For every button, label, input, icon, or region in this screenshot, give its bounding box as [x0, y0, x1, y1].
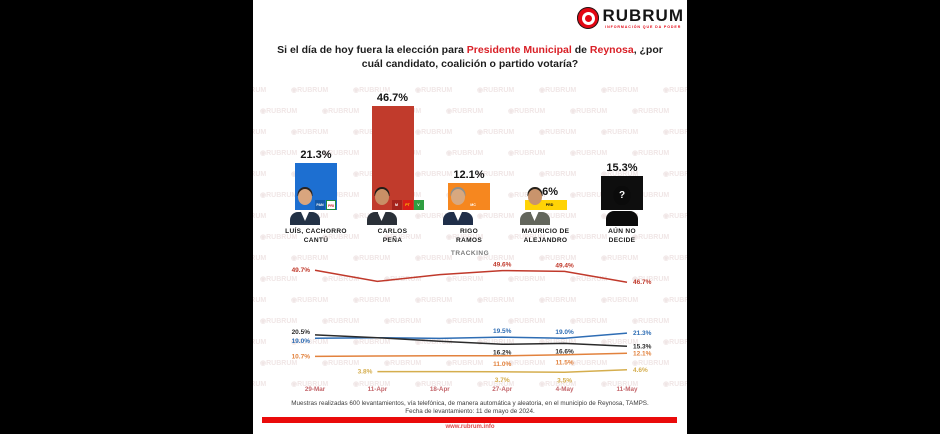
photo-shirt — [301, 212, 309, 221]
photo-face — [298, 189, 312, 205]
bar-chart: 21.3% PAN PRI LUÍS, CACHORRO CANTÚ 46.7% M PT V C… — [253, 0, 687, 434]
candidate-name-line: LUÍS, CACHORRO — [285, 228, 347, 235]
bar-value-label: 12.1% — [453, 169, 485, 182]
candidate-name-label: CARLOS PEÑA — [354, 228, 432, 245]
question-part: Si el día de hoy fuera la elección para — [277, 44, 467, 56]
candidate-name-line: CARLOS — [377, 228, 408, 235]
rubrum-target-icon — [577, 7, 600, 29]
bar-value-label: 21.3% — [300, 148, 332, 161]
party-logo-mc: MC — [468, 200, 478, 210]
silhouette-head: ? — [613, 186, 631, 205]
party-logo-pri: PRI — [326, 200, 336, 210]
silhouette-body — [606, 211, 638, 226]
methodology-note: Muestras realizadas 600 levantamientos, … — [291, 400, 649, 407]
bar-value-label: 46.7% — [376, 91, 409, 104]
photo-suit — [290, 212, 320, 225]
photo-face — [374, 189, 389, 205]
party-logo-pvem: V — [413, 200, 424, 210]
candidate-name-label: MAURICIO DE ALEJANDRO — [507, 228, 585, 245]
candidate-photo — [519, 187, 551, 225]
party-logo-pan: PAN — [315, 200, 325, 210]
candidate-name-line: RIGO — [459, 228, 479, 235]
candidate-photo: ? — [604, 184, 640, 226]
photo-suit — [366, 212, 397, 225]
candidate-name-line: DECIDE — [608, 236, 636, 244]
photo-shirt — [530, 212, 539, 221]
candidate-photo — [442, 187, 474, 225]
question-mark: ? — [618, 190, 626, 201]
photo-suit — [519, 212, 550, 225]
candidate-name-line: AÚN NO — [608, 228, 636, 235]
photo-face — [527, 189, 542, 205]
tracking-label: TRACKING — [450, 250, 490, 257]
rubrum-logo: RUBRUM INFORMACIÓN QUE DA PODER — [577, 7, 684, 29]
candidate-name-label: RIGO RAMOS — [430, 228, 508, 245]
photo-suit — [443, 212, 473, 225]
candidate-name-line: ALEJANDRO — [523, 236, 568, 244]
question-part: Presidente Municipal — [466, 44, 572, 56]
candidate-name-line: CANTÚ — [303, 236, 329, 244]
photo-face — [451, 189, 465, 205]
party-logo-pt: PT — [402, 200, 413, 210]
survey-date-note: Fecha de levantamiento: 11 de mayo de 20… — [405, 408, 535, 415]
question-part: de — [571, 44, 590, 56]
red-divider-bar — [262, 417, 677, 423]
photo-shirt — [377, 212, 386, 221]
website-url: www.rubrum.info — [445, 424, 495, 430]
poll-question: Si el día de hoy fuera la elección para … — [253, 44, 687, 71]
candidate-name-line: RAMOS — [455, 236, 483, 244]
candidate-name-label: AÚN NO DECIDE — [583, 228, 661, 245]
candidate-name-line: MAURICIO DE — [521, 228, 570, 235]
question-part: , ¿por cuál candidato, coalición o parti… — [361, 44, 663, 70]
logo-text-wrap: RUBRUM INFORMACIÓN QUE DA PODER — [602, 7, 684, 29]
candidate-photo — [289, 187, 321, 225]
party-logo-morena: M — [391, 200, 402, 210]
candidate-name-line: PEÑA — [382, 236, 403, 244]
photo-shirt — [454, 212, 462, 221]
question-part: Reynosa — [589, 44, 634, 56]
logo-tagline: INFORMACIÓN QUE DA PODER — [605, 25, 682, 29]
party-logo-prd: PRD — [544, 200, 555, 210]
candidate-photo — [366, 187, 398, 225]
logo-wordmark: RUBRUM — [602, 6, 684, 25]
infographic-canvas: RUBRUM INFORMACIÓN QUE DA PODER Si el dí… — [253, 0, 687, 434]
candidate-name-label: LUÍS, CACHORRO CANTÚ — [277, 228, 355, 245]
bar-value-label: 15.3% — [606, 161, 638, 174]
